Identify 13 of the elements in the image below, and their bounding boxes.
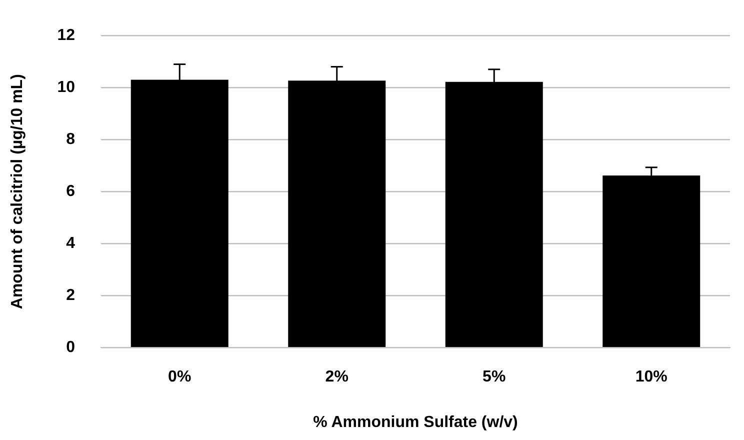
x-axis-title: % Ammonium Sulfate (w/v) [313,414,518,431]
x-tick-label: 0% [168,368,192,386]
y-tick-label: 2 [66,287,76,304]
x-tick-label: 10% [635,368,668,386]
y-axis-title: Amount of calcitriol (µg/10 mL) [9,74,26,310]
y-tick-label: 6 [66,183,76,200]
y-tick-label: 12 [57,27,76,44]
y-tick-label: 4 [66,235,76,252]
y-tick-label: 10 [57,79,76,96]
x-tick-label: 2% [325,368,348,386]
x-tick-label: 5% [482,368,506,386]
y-tick-label: 8 [66,131,76,148]
y-tick-label: 0 [66,339,76,356]
